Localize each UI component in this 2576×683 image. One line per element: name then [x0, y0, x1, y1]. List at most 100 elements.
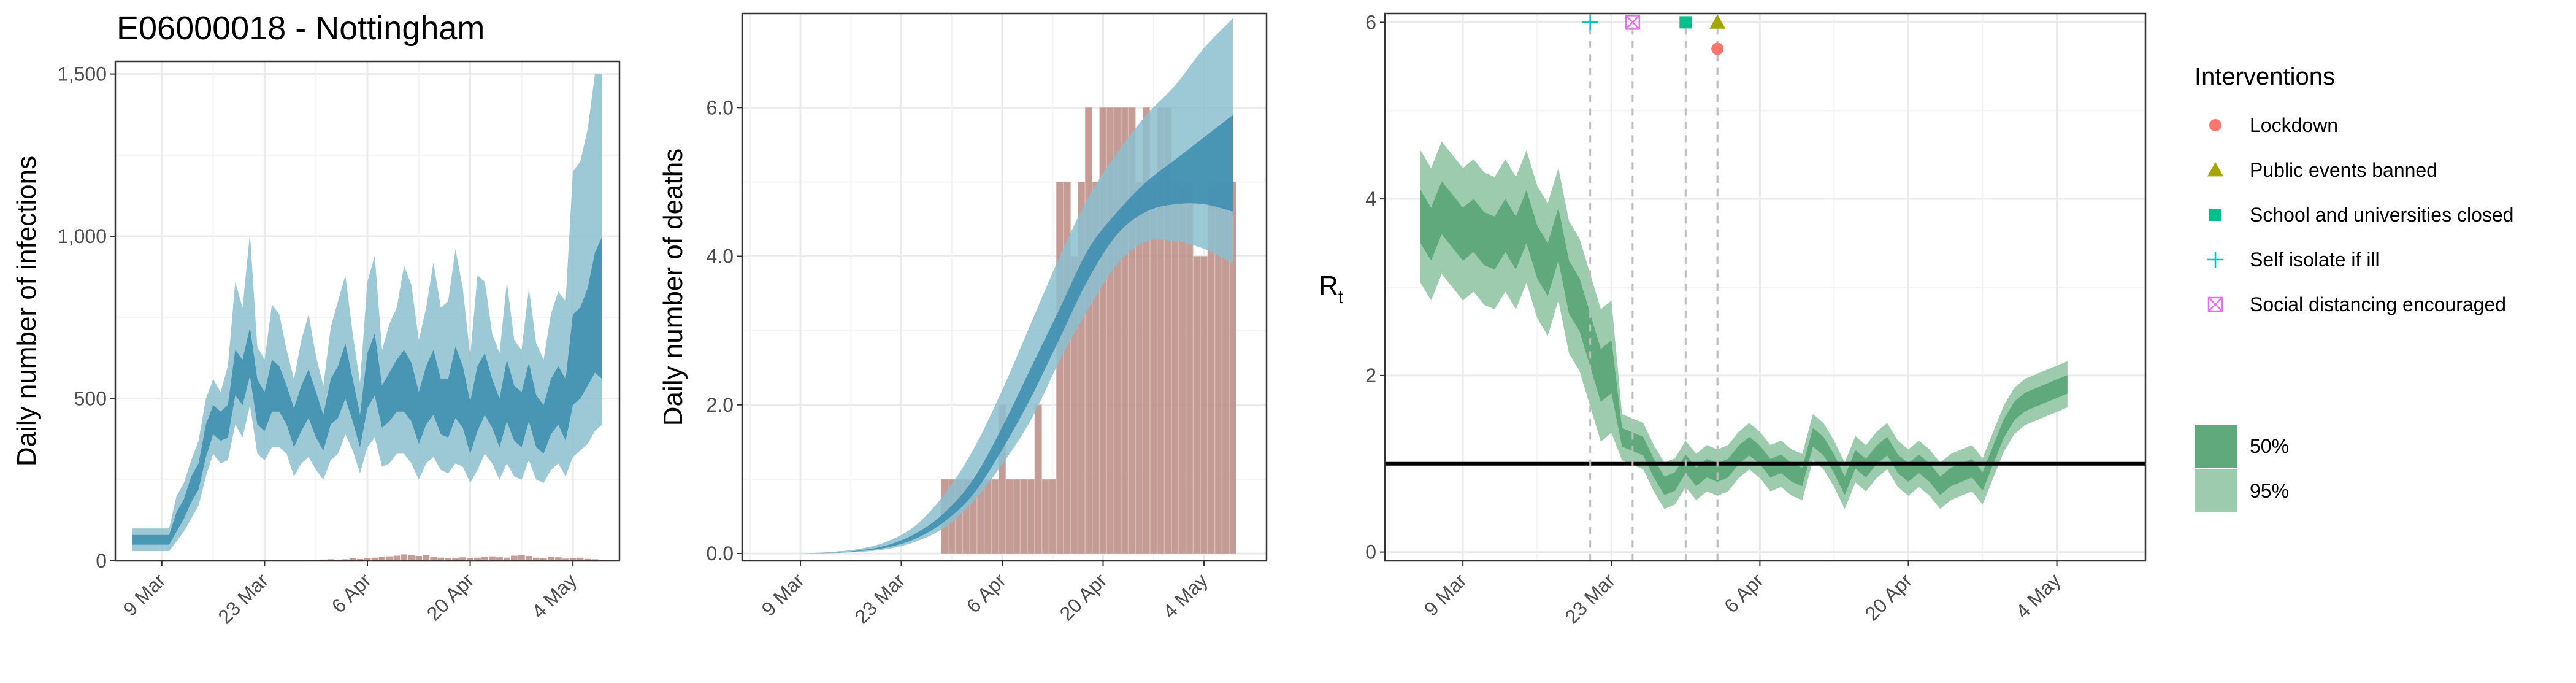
legend-label: School and universities closed	[2250, 204, 2513, 226]
death-bar	[1128, 107, 1136, 554]
death-bar	[1049, 479, 1057, 554]
case-bar	[393, 555, 401, 561]
x-tick-label: 4 May	[1159, 569, 1212, 622]
y-tick-label: 6	[1365, 11, 1376, 33]
death-bar	[1013, 479, 1021, 554]
death-bar	[1200, 256, 1208, 554]
plot-border	[741, 12, 1268, 562]
death-bar	[1020, 479, 1028, 554]
band-95	[800, 18, 1233, 554]
boxx-d2	[1625, 15, 1640, 30]
legend-band-swatch	[2195, 425, 2237, 468]
y-axis-title: Daily number of infections	[12, 156, 42, 466]
x-tick-label: 20 Apr	[423, 569, 478, 625]
x-tick-label: 6 Apr	[962, 569, 1011, 617]
case-bar	[554, 557, 562, 561]
case-bar	[562, 558, 569, 561]
death-bar	[1005, 479, 1013, 554]
band-50	[132, 236, 602, 545]
y-axis-title: R	[1319, 271, 1338, 301]
band-95	[132, 74, 602, 552]
x-tick-label: 9 Mar	[119, 569, 171, 620]
case-bar	[532, 557, 540, 561]
legend-symbol	[2207, 296, 2223, 312]
death-bar	[1056, 181, 1064, 554]
case-bar	[364, 558, 371, 561]
legend-label: Public events banned	[2250, 159, 2437, 181]
case-bar	[452, 558, 459, 561]
death-bar	[1193, 256, 1201, 554]
x-tick-label: 9 Mar	[1420, 569, 1471, 620]
death-bar	[1142, 107, 1151, 554]
intervention-marker	[1711, 42, 1724, 55]
legend-symbol	[2209, 209, 2221, 221]
death-bar	[984, 479, 992, 554]
chart-title: E06000018 - Nottingham	[117, 10, 485, 47]
case-bar	[510, 555, 518, 561]
legend-label: Social distancing encouraged	[2250, 293, 2506, 315]
boxx-d2	[2208, 297, 2223, 312]
rt-panel: 0 2 4 6 9 Mar 23 Mar 6 Apr 20 Apr 4 May R t	[1319, 11, 2147, 628]
x-tick-label: 4 May	[2011, 569, 2064, 622]
case-bar	[504, 557, 510, 561]
legend-symbol	[2209, 119, 2221, 131]
death-bar	[1041, 479, 1049, 554]
x-tick-label: 6 Apr	[328, 569, 376, 617]
rt-band-95	[1420, 141, 2068, 509]
y-tick-label: 0.0	[707, 542, 734, 565]
y-axis-title-sub: t	[1338, 287, 1344, 307]
y-tick-label: 2.0	[707, 394, 734, 416]
case-bar	[423, 554, 430, 561]
case-bar	[540, 558, 547, 561]
death-bar	[1099, 107, 1107, 554]
x-tick-label: 23 Mar	[851, 569, 910, 628]
case-bar	[327, 559, 334, 561]
legend-label: Lockdown	[2250, 114, 2338, 136]
deaths-panel: 0.0 2.0 4.0 6.0 9 Mar 23 Mar 6 Apr 20 Apr 4 May D…	[658, 12, 1268, 628]
case-bar	[437, 557, 445, 561]
y-tick-label: 500	[74, 388, 107, 410]
case-bar	[496, 557, 503, 561]
death-bar	[1113, 107, 1122, 554]
case-bar	[371, 557, 378, 561]
death-bar	[1084, 107, 1093, 554]
legend-symbol	[2207, 252, 2223, 268]
death-bar	[1106, 107, 1114, 554]
case-bar	[467, 558, 473, 561]
case-bar	[481, 557, 488, 561]
y-tick-label: 4	[1365, 188, 1376, 210]
infections-panel: 0 500 1,000 1,500 9 Mar 23 Mar 6 Apr 20 Apr 4 Ma…	[12, 60, 621, 628]
y-tick-label: 4.0	[707, 245, 734, 268]
x-tick-label: 6 Apr	[1720, 569, 1768, 617]
case-bar	[525, 556, 532, 561]
x-tick-label: 9 Mar	[757, 569, 809, 620]
case-bar	[591, 559, 599, 561]
case-bar	[378, 557, 386, 561]
band-50	[800, 115, 1233, 554]
case-bar	[489, 556, 496, 561]
death-bar	[1121, 107, 1129, 554]
legend-label: Self isolate if ill	[2250, 249, 2380, 271]
legend-symbol	[2207, 162, 2223, 177]
x-tick-label: 23 Mar	[214, 569, 273, 628]
death-bar	[1063, 181, 1071, 554]
case-bar	[401, 554, 408, 561]
y-tick-label: 1,500	[58, 63, 107, 85]
case-bar	[547, 557, 554, 561]
legend-title: Interventions	[2195, 63, 2335, 90]
y-tick-label: 0	[1365, 541, 1376, 563]
case-bar	[577, 557, 584, 561]
legend-band-label: 95%	[2250, 480, 2289, 502]
death-bar	[1092, 181, 1100, 554]
x-tick-label: 20 Apr	[1056, 569, 1111, 625]
x-tick-label: 23 Mar	[1560, 569, 1619, 628]
legend-band-swatch	[2195, 469, 2237, 512]
legend: Interventions Lockdown Public events banne…	[2195, 63, 2513, 512]
case-bar	[584, 558, 591, 561]
plot-border	[1384, 12, 2147, 562]
case-bar	[415, 556, 423, 561]
death-bar	[1034, 404, 1042, 554]
death-bar	[991, 479, 999, 554]
rt-band-50	[1420, 181, 2068, 495]
